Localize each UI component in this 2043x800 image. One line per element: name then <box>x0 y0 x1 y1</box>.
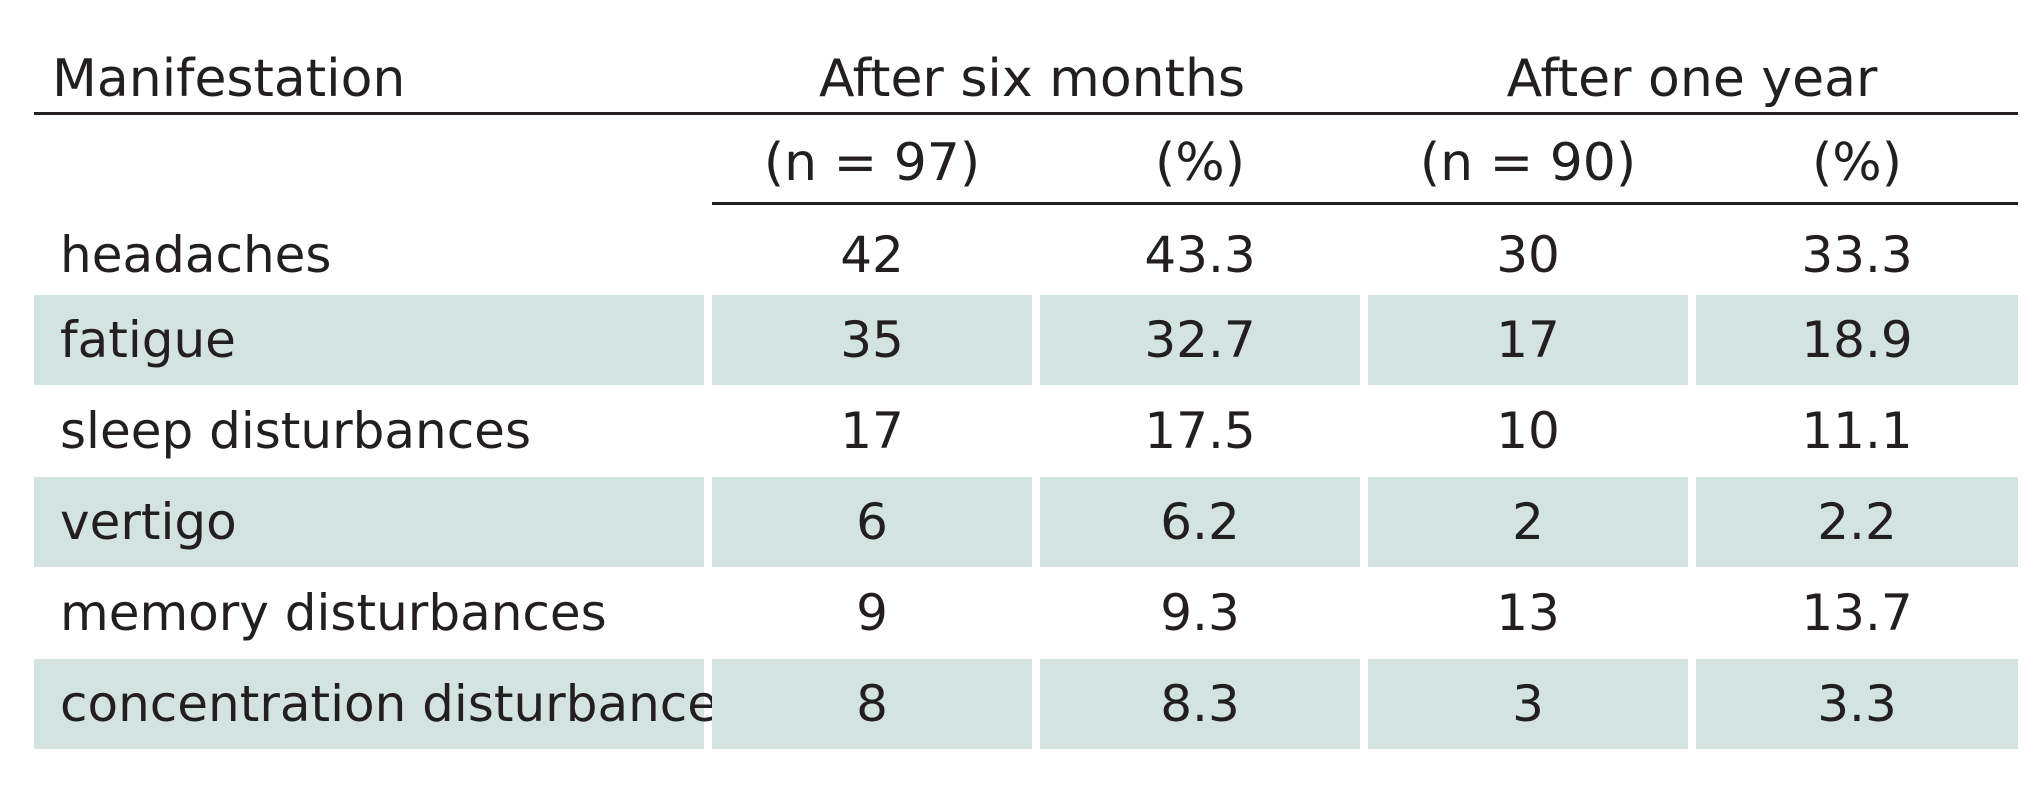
cell-six-months-percent: 8.3 <box>1040 659 1360 749</box>
cell-one-year-n: 10 <box>1496 402 1560 460</box>
header-manifestation: Manifestation <box>52 49 406 109</box>
subheader-six-months-n: (n = 97) <box>763 132 981 193</box>
cell-six-months-n: 6 <box>712 477 1032 567</box>
cell-six-months-n: 8 <box>712 659 1032 749</box>
header-bottom-rule <box>712 202 2018 205</box>
header-top-rule <box>34 112 2018 115</box>
cell-one-year-n: 17 <box>1368 295 1688 385</box>
cell-one-year-percent: 18.9 <box>1696 295 2018 385</box>
cell-one-year-percent: 11.1 <box>1801 402 1913 460</box>
row-label: fatigue <box>34 295 704 385</box>
row-label: sleep disturbances <box>60 402 531 460</box>
row-label: vertigo <box>34 477 704 567</box>
cell-one-year-percent: 13.7 <box>1801 584 1913 642</box>
cell-one-year-n: 2 <box>1368 477 1688 567</box>
row-label: headaches <box>60 226 332 284</box>
cell-six-months-percent: 6.2 <box>1040 477 1360 567</box>
cell-six-months-n: 35 <box>712 295 1032 385</box>
header-after-six-months: After six months <box>818 49 1246 109</box>
cell-one-year-n: 3 <box>1368 659 1688 749</box>
row-label: concentration disturbances <box>34 659 744 749</box>
cell-one-year-percent: 33.3 <box>1801 226 1913 284</box>
row-label: memory disturbances <box>60 584 607 642</box>
cell-six-months-percent: 32.7 <box>1040 295 1360 385</box>
cell-six-months-percent: 9.3 <box>1160 584 1240 642</box>
cell-six-months-percent: 43.3 <box>1144 226 1256 284</box>
cell-six-months-n: 9 <box>856 584 888 642</box>
subheader-one-year-percent: (%) <box>1812 132 1902 193</box>
header-after-one-year: After one year <box>1506 49 1878 109</box>
cell-one-year-n: 13 <box>1496 584 1560 642</box>
cell-six-months-n: 42 <box>840 226 904 284</box>
subheader-six-months-percent: (%) <box>1155 132 1245 193</box>
cell-one-year-percent: 3.3 <box>1696 659 2018 749</box>
cell-one-year-percent: 2.2 <box>1696 477 2018 567</box>
cell-six-months-n: 17 <box>840 402 904 460</box>
subheader-one-year-n: (n = 90) <box>1419 132 1637 193</box>
cell-one-year-n: 30 <box>1496 226 1560 284</box>
cell-six-months-percent: 17.5 <box>1144 402 1256 460</box>
